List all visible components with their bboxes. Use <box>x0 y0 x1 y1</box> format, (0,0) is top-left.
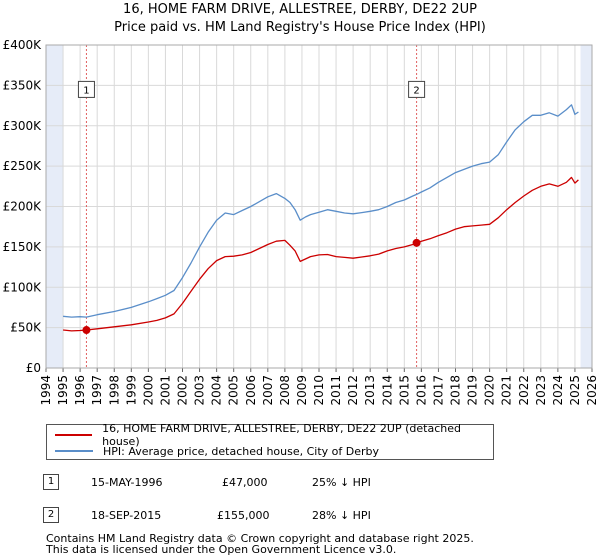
sale-2-box-label: 2 <box>413 85 419 96</box>
x-tick-label: 2001 <box>158 375 172 406</box>
sale-2-date: 18-SEP-2015 <box>91 509 162 522</box>
legend: 16, HOME FARM DRIVE, ALLESTREE, DERBY, D… <box>46 422 494 460</box>
price-paid-line <box>63 176 579 332</box>
x-tick-label: 1994 <box>39 375 53 406</box>
y-tick-label: £250K <box>3 159 43 173</box>
legend-swatch-red <box>55 434 93 436</box>
sale-2-box <box>408 80 426 98</box>
sale-1-hpi-diff: 25% ↓ HPI <box>312 476 371 489</box>
sale-2-badge: 2 <box>43 507 59 523</box>
x-tick-label: 2017 <box>431 375 445 406</box>
x-tick-label: 2003 <box>193 375 207 406</box>
footer-copyright: Contains HM Land Registry data © Crown c… <box>46 532 474 545</box>
hpi-line <box>63 104 579 318</box>
sale-2-price: £155,000 <box>217 509 270 522</box>
series-lines <box>63 104 579 332</box>
y-tick-label: £350K <box>3 78 43 92</box>
legend-label-hpi: HPI: Average price, detached house, City… <box>103 444 380 458</box>
x-tick-label: 2016 <box>414 375 428 406</box>
legend-label-property: 16, HOME FARM DRIVE, ALLESTREE, DERBY, D… <box>102 422 461 448</box>
x-tick-label: 2025 <box>568 375 582 406</box>
x-tick-label: 2008 <box>278 375 292 406</box>
x-tick-label: 2004 <box>210 375 224 406</box>
sale-1-box <box>77 80 95 98</box>
sale-1-price: £47,000 <box>222 476 268 489</box>
sale-1-box-label: 1 <box>83 85 89 96</box>
footer-licence: This data is licensed under the Open Gov… <box>46 543 397 556</box>
y-tick-label: £50K <box>10 321 42 335</box>
y-tick-label: £0 <box>26 361 41 375</box>
x-tick-label: 1997 <box>90 375 104 406</box>
x-tick-label: 2023 <box>534 375 548 406</box>
x-tick-label: 2002 <box>176 375 190 406</box>
x-axis: 1994 1995 1996 1997 1998 1999 2000 2001 2002 2003… <box>39 368 599 406</box>
x-tick-label: 2014 <box>380 375 394 406</box>
legend-swatch-blue <box>55 450 93 452</box>
x-tick-label: 1998 <box>107 375 121 406</box>
sale-1-point <box>82 326 91 335</box>
sale-1-badge: 1 <box>43 474 59 490</box>
price-chart: £0 £50K £100K £150K £200K £250K £300K £350K £400… <box>3 38 599 406</box>
x-tick-label: 2018 <box>449 375 463 406</box>
x-tick-label: 1996 <box>73 375 87 406</box>
x-tick-label: 2007 <box>261 375 275 406</box>
legend-item-property: 16, HOME FARM DRIVE, ALLESTREE, DERBY, D… <box>55 422 493 448</box>
sale-1-date: 15-MAY-1996 <box>91 476 163 489</box>
x-tick-label: 2026 <box>585 375 599 406</box>
x-tick-label: 2000 <box>141 375 155 406</box>
x-tick-label: 2009 <box>295 375 309 406</box>
y-tick-label: £400K <box>3 38 43 52</box>
x-tick-label: 2011 <box>329 375 343 406</box>
x-tick-label: 2012 <box>346 375 360 406</box>
x-tick-label: 2006 <box>244 375 258 406</box>
y-tick-label: £150K <box>3 240 43 254</box>
x-tick-label: 1995 <box>56 375 70 406</box>
y-tick-label: £300K <box>3 119 43 133</box>
x-tick-label: 2005 <box>227 375 241 406</box>
sale-vertical-lines <box>85 45 418 368</box>
x-tick-label: 2019 <box>466 375 480 406</box>
x-tick-label: 2010 <box>312 375 326 406</box>
chart-subtitle: Price paid vs. HM Land Registry's House … <box>114 20 486 35</box>
chart-title: 16, HOME FARM DRIVE, ALLESTREE, DERBY, D… <box>123 2 477 17</box>
sale-2-hpi-diff: 28% ↓ HPI <box>312 509 371 522</box>
x-tick-label: 2024 <box>551 375 565 406</box>
x-tick-label: 2020 <box>483 375 497 406</box>
sale-2-point <box>412 238 421 247</box>
x-tick-label: 1999 <box>124 375 138 406</box>
x-tick-label: 2022 <box>517 375 531 406</box>
x-tick-label: 2021 <box>500 375 514 406</box>
legend-item-hpi: HPI: Average price, detached house, City… <box>55 443 379 459</box>
plot-frame <box>45 44 593 369</box>
y-tick-label: £200K <box>3 200 43 214</box>
x-tick-label: 2015 <box>397 375 411 406</box>
y-axis: £0 £50K £100K £150K £200K £250K £300K £350K £400… <box>3 38 43 375</box>
y-tick-label: £100K <box>3 280 43 294</box>
x-tick-label: 2013 <box>363 375 377 406</box>
